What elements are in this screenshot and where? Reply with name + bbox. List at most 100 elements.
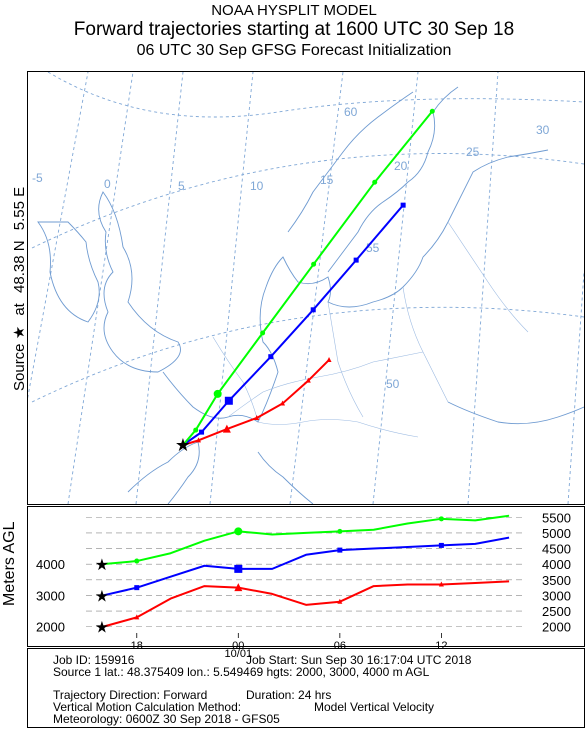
- height-marker-4000-20: [438, 516, 444, 522]
- left-tick-label: 4000: [36, 557, 65, 572]
- right-tick-label: 5000: [542, 526, 571, 541]
- source-location-label: Source ★ at 48.38 N 5.55 E: [10, 181, 28, 391]
- source-info: Source 1 lat.: 48.375409 lon.: 5.549469 …: [53, 665, 430, 679]
- graticule-lat-55: [31, 153, 584, 249]
- height-marker-4000-2: [134, 558, 140, 564]
- meteorology: Meteorology: 0600Z 30 Sep 2018 - GFS05: [53, 712, 280, 726]
- map-marker-3000-5: [353, 257, 359, 263]
- trajectory-duration: Duration: 24 hrs: [246, 688, 332, 702]
- date-sub-label: 10/01: [225, 648, 253, 660]
- source-lon-label: 5.55 E: [11, 186, 28, 231]
- border-3: [327, 301, 364, 418]
- graticule-lat-60: [47, 72, 584, 118]
- trajectory-direction: Trajectory Direction: Forward: [53, 688, 208, 702]
- graticule-lon-25: [467, 72, 499, 504]
- right-tick-label: 4500: [542, 542, 571, 557]
- coast-black-sea: [447, 401, 584, 425]
- height-axis-label: Meters AGL: [1, 521, 18, 606]
- height-series: ★ ★ ★: [95, 514, 510, 637]
- height-marker-3000-14: [337, 547, 343, 553]
- map-marker-4000-5: [372, 179, 378, 185]
- time-axis: 18 00 06 12 10/01: [131, 633, 448, 660]
- graticule-lon-5: [135, 72, 184, 504]
- chart-title: Forward trajectories starting at 1600 UT…: [73, 19, 515, 40]
- time-tick-label: 18: [131, 640, 143, 652]
- coastlines: [37, 86, 584, 504]
- coast-adriatic: [257, 451, 314, 504]
- height-marker-2000-20: [438, 581, 444, 587]
- height-marker-3000-2: [134, 585, 140, 591]
- right-tick-label: 5500: [542, 510, 571, 525]
- lon-label-30: 30: [536, 123, 550, 137]
- graticule-lon-30: [567, 271, 584, 504]
- map-marker-2000-4: [280, 400, 286, 406]
- height-profile-chart: ★ ★ ★ 5500 5000 4500 4000 3500 3000 2500 2000 400…: [27, 506, 585, 660]
- height-ticks-left: 4000 3000 2000: [36, 557, 65, 635]
- border-1: [227, 351, 424, 418]
- map-marker-4000-1: [193, 427, 199, 433]
- lon-label-25: 25: [466, 145, 480, 159]
- right-tick-label: 4000: [542, 557, 571, 572]
- time-tick-label: 00: [232, 640, 244, 652]
- time-tick-label: 12: [435, 640, 447, 652]
- map-marker-4000-6: [429, 108, 435, 114]
- right-tick-label: 3000: [542, 588, 571, 603]
- coast-britain: [98, 191, 181, 373]
- border-2: [257, 419, 419, 438]
- map-marker-3000-4: [310, 307, 316, 313]
- map-marker-3000-1: [199, 429, 205, 435]
- start-star-icon: ★: [95, 588, 109, 605]
- map-trajectories: [182, 108, 435, 446]
- start-star-icon: ★: [95, 620, 109, 637]
- map-marker-4000-3: [260, 330, 266, 336]
- coast-baltic-east: [422, 149, 549, 258]
- graticule-lon-m5: [28, 72, 89, 399]
- height-marker-2000-14: [337, 598, 343, 604]
- map-marker-2000-6: [326, 356, 332, 362]
- height-series-3000: [102, 536, 510, 597]
- map-marker-2000-1: [196, 437, 202, 443]
- map-marker-3000-2: [224, 396, 233, 405]
- border-6: [447, 221, 529, 333]
- lon-label-5: 5: [178, 179, 185, 193]
- right-tick-label: 2500: [542, 604, 571, 619]
- graticule-lon-0: [67, 72, 134, 504]
- lon-label-0: 0: [104, 177, 111, 191]
- lon-label-10: 10: [250, 179, 264, 193]
- lat-label-55: 55: [366, 241, 380, 255]
- map-marker-3000-6: [400, 202, 406, 208]
- left-tick-label: 2000: [36, 620, 65, 635]
- height-series-4000: [102, 514, 510, 566]
- right-tick-label: 3500: [542, 573, 571, 588]
- height-marker-3000-8: [234, 564, 243, 573]
- start-star-icon: ★: [95, 557, 109, 574]
- source-at-label: at: [11, 303, 28, 316]
- coast-continent: [162, 256, 424, 423]
- height-marker-3000-20: [438, 542, 444, 548]
- model-title: NOAA HYSPLIT MODEL: [211, 2, 377, 19]
- map-marker-4000-4: [311, 261, 317, 267]
- lat-label-50: 50: [386, 377, 400, 391]
- time-tick-label: 06: [334, 640, 346, 652]
- right-tick-label: 2000: [542, 620, 571, 635]
- map-marker-4000-2: [213, 389, 222, 398]
- map-canvas: -5 0 5 10 15 20 25 30 60 55 50 ★: [28, 72, 584, 504]
- vertical-motion-label: Vertical Motion Calculation Method:: [53, 700, 242, 714]
- height-series-2000: [102, 580, 510, 628]
- map-graticule: [28, 72, 584, 504]
- vertical-motion-value: Model Vertical Velocity: [314, 700, 435, 714]
- trajectory-map: -5 0 5 10 15 20 25 30 60 55 50 ★: [27, 71, 585, 505]
- job-start: Job Start: Sun Sep 30 16:17:04 UTC 2018: [246, 653, 472, 667]
- border-5: [212, 336, 259, 423]
- map-marker-2000-3: [254, 414, 260, 420]
- job-id: Job ID: 159916: [53, 653, 135, 667]
- source-star-icon: ★: [175, 435, 191, 455]
- coast-ireland: [37, 221, 100, 323]
- borders: [212, 221, 529, 438]
- chart-subtitle: 06 UTC 30 Sep GFSG Forecast Initializati…: [136, 42, 452, 59]
- lon-label-20: 20: [394, 159, 408, 173]
- left-tick-label: 3000: [36, 588, 65, 603]
- graticule-lat-50: [31, 306, 584, 403]
- graticule-lon-15: [289, 72, 344, 504]
